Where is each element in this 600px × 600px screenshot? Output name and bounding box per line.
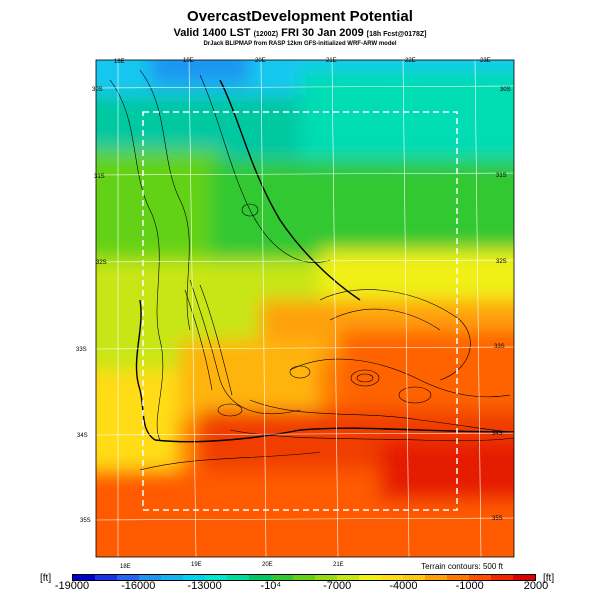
lat-label: 33S: [494, 344, 505, 350]
lat-label: 35S: [492, 516, 503, 522]
colorbar-swatch: [73, 575, 95, 580]
colorbar-swatch: [227, 575, 249, 580]
terrain-contours: [109, 69, 514, 471]
colorbar-swatch: [359, 575, 381, 580]
colorbar-swatch: [381, 575, 403, 580]
map-title: OvercastDevelopment Potential: [187, 8, 413, 25]
colorbar-swatch: [271, 575, 293, 580]
valid-date: FRI 30 Jan 2009: [281, 27, 364, 39]
colorbar-swatch: [205, 575, 227, 580]
lat-label: 30S: [500, 87, 511, 93]
inner-domain-box: [142, 111, 458, 511]
lat-label: 31S: [496, 173, 507, 179]
colorbar-tick-label: 2000: [523, 580, 549, 592]
colorbar-tick-label: -7000: [323, 580, 352, 592]
colorbar-swatch: [425, 575, 447, 580]
map-field: [96, 60, 514, 557]
colorbar-tick-label: -16000: [121, 580, 156, 592]
unit-left: [ft]: [40, 573, 52, 584]
lat-label: 34S: [77, 433, 88, 439]
utc-time: (1200Z): [253, 31, 279, 38]
colorbar-swatch: [469, 575, 491, 580]
lon-label: 22E: [405, 58, 416, 64]
colorbar-swatch: [249, 575, 271, 580]
colorbar-tick-label: -1000: [455, 580, 484, 592]
credit-line: DrJack BLIPMAP from RASP 12km GFS-initia…: [203, 41, 397, 47]
lat-label: 35S: [80, 518, 91, 524]
colorbar-ticks: -19000 -16000 -13000 -10⁴ -7000 -4000 -1000 200…: [0, 580, 600, 598]
lon-label: 21E: [326, 58, 337, 64]
colorbar-swatch: [95, 575, 117, 580]
lat-label: 33S: [76, 347, 87, 353]
colorbar-swatch: [513, 575, 535, 580]
lon-label: 23E: [480, 58, 491, 64]
lat-label: 31S: [94, 174, 105, 180]
colorbar-swatch: [315, 575, 337, 580]
colorbar-tick-label: -4000: [389, 580, 418, 592]
lat-label: 32S: [96, 260, 107, 266]
unit-right: [ft]: [543, 573, 555, 584]
colorbar-swatch: [337, 575, 359, 580]
valid-time-line: Valid 1400 LST (1200Z) FRI 30 Jan 2009 […: [0, 27, 600, 39]
lon-label: 19E: [183, 58, 194, 64]
lat-lon-grid: [96, 60, 514, 557]
coastline: [135, 79, 514, 443]
colorbar-swatch: [139, 575, 161, 580]
colorbar-swatch: [161, 575, 183, 580]
colorbar-swatch: [183, 575, 205, 580]
colorbar: [72, 574, 536, 581]
lat-label: 34S: [492, 431, 503, 437]
colorbar-swatch: [491, 575, 513, 580]
lon-label: 18E: [114, 59, 125, 65]
lat-label: 30S: [92, 87, 103, 93]
lon-label: 20E: [255, 58, 266, 64]
valid-time: Valid 1400 LST: [173, 27, 251, 39]
lat-label: 32S: [496, 259, 507, 265]
lon-label: 21E: [333, 562, 344, 568]
forecast-info: [18h Fcst@0178Z]: [366, 31, 427, 38]
lon-label: 19E: [191, 562, 202, 568]
colorbar-tick-label: -13000: [187, 580, 222, 592]
colorbar-swatch: [403, 575, 425, 580]
colorbar-swatch: [447, 575, 469, 580]
lon-label: 18E: [120, 564, 131, 570]
colorbar-swatch: [293, 575, 315, 580]
map-border: [95, 59, 515, 558]
colorbar-tick-label: -19000: [54, 580, 90, 592]
colorbar-swatch: [117, 575, 139, 580]
lon-label: 20E: [262, 562, 273, 568]
terrain-note: Terrain contours: 500 ft: [421, 562, 503, 571]
colorbar-tick-label: -10⁴: [260, 580, 282, 592]
